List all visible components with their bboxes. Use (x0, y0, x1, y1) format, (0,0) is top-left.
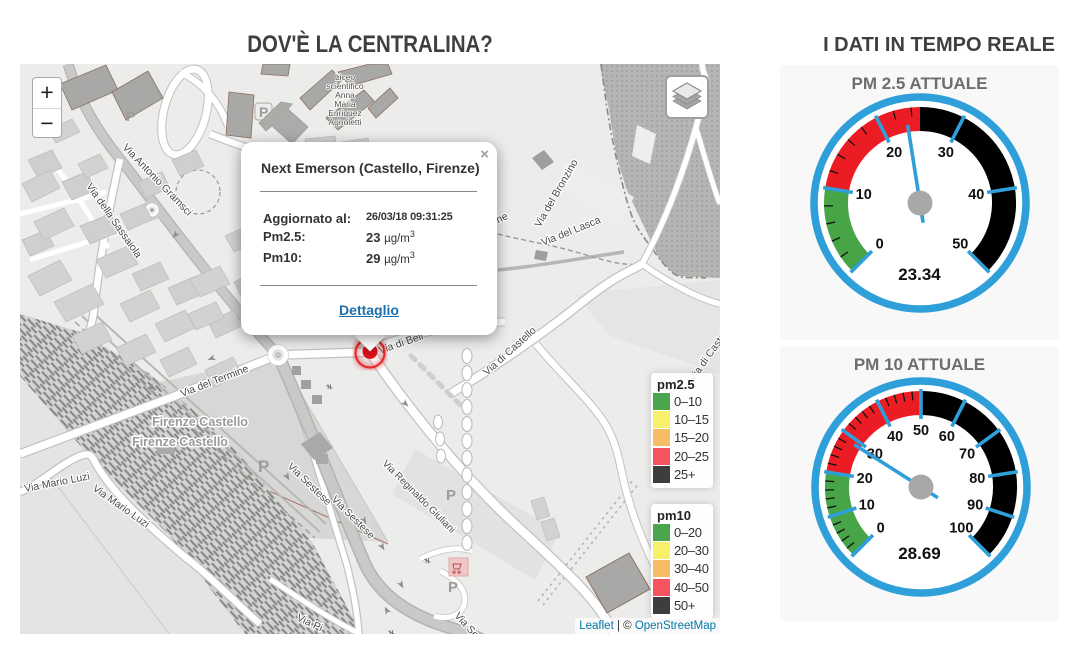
svg-text:20: 20 (857, 471, 873, 487)
svg-text:0: 0 (876, 236, 884, 252)
svg-text:30: 30 (938, 145, 954, 161)
svg-text:60: 60 (939, 429, 955, 445)
svg-text:P: P (259, 104, 268, 120)
svg-text:50: 50 (913, 423, 929, 439)
svg-text:100: 100 (949, 520, 973, 536)
svg-text:40: 40 (887, 429, 903, 445)
svg-text:90: 90 (967, 498, 983, 514)
svg-text:P: P (446, 487, 456, 504)
svg-text:10: 10 (856, 187, 872, 203)
svg-text:≠: ≠ (421, 558, 432, 564)
svg-text:Firenze Castello: Firenze Castello (152, 415, 248, 429)
svg-text:80: 80 (969, 471, 985, 487)
svg-text:scientifico: scientifico (326, 81, 364, 91)
svg-text:Maria: Maria (334, 99, 356, 109)
svg-text:40: 40 (968, 187, 984, 203)
svg-text:20: 20 (886, 145, 902, 161)
svg-text:10: 10 (859, 498, 875, 514)
svg-text:Liceo: Liceo (335, 72, 356, 82)
svg-text:70: 70 (959, 447, 975, 463)
svg-text:Anna: Anna (335, 90, 355, 100)
svg-text:≠: ≠ (385, 630, 396, 634)
svg-text:P: P (258, 457, 269, 476)
svg-text:50: 50 (952, 236, 968, 252)
svg-text:≠: ≠ (323, 384, 334, 390)
svg-text:Enriquez: Enriquez (328, 108, 362, 118)
svg-text:Firenze Castello: Firenze Castello (132, 435, 228, 449)
svg-text:P: P (126, 108, 135, 124)
svg-text:P: P (448, 579, 458, 596)
svg-text:0: 0 (877, 520, 885, 536)
svg-text:Agnoletti: Agnoletti (328, 117, 361, 127)
